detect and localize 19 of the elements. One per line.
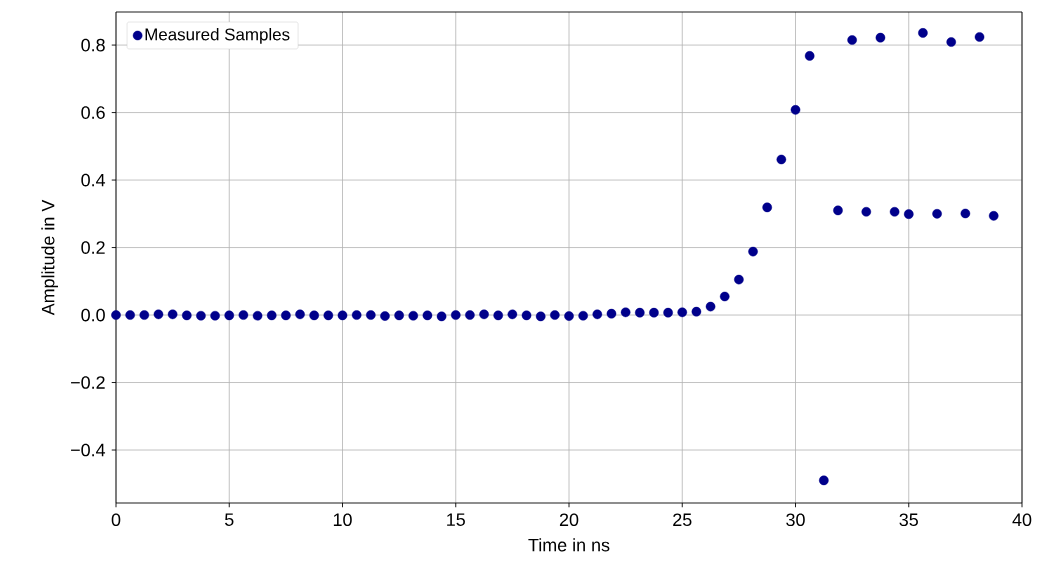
x-tick-label: 10 bbox=[333, 513, 352, 527]
x-tick-label: 25 bbox=[673, 513, 692, 527]
x-tick-label: 5 bbox=[224, 513, 234, 526]
x-tick-label: 40 bbox=[1012, 513, 1032, 527]
x-tick-label: 15 bbox=[447, 513, 465, 526]
y-tick-label: −0.4 bbox=[71, 443, 106, 457]
y-tick-label: 0.8 bbox=[81, 38, 105, 52]
y-axis-title: Amplitude in V bbox=[41, 199, 59, 316]
y-tick-label: 0.2 bbox=[81, 241, 105, 254]
y-tick-label: −0.2 bbox=[71, 376, 105, 389]
x-tick-label: 35 bbox=[899, 513, 918, 527]
x-axis-title: Time in ns bbox=[528, 538, 610, 552]
y-tick-label: 0.6 bbox=[81, 106, 105, 119]
legend-label: Measured Samples bbox=[145, 28, 290, 44]
y-tick-label: 0.4 bbox=[81, 173, 106, 187]
y-tick-label: 0.0 bbox=[81, 308, 105, 322]
x-tick-label: 30 bbox=[786, 513, 805, 527]
x-tick-label: 0 bbox=[111, 513, 121, 527]
x-tick-label: 20 bbox=[559, 513, 579, 527]
